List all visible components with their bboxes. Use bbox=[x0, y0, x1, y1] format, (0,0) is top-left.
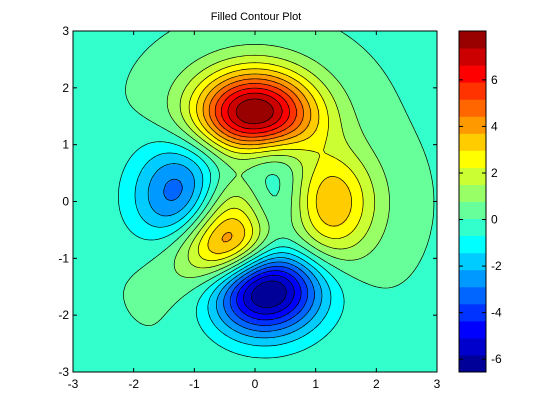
contour-line-set bbox=[118, 30, 435, 359]
y-tick-label: 1 bbox=[62, 138, 69, 152]
colorbar-band-4 bbox=[459, 286, 486, 305]
colorbar-tick-label: 4 bbox=[491, 119, 498, 133]
x-tick-label: -3 bbox=[68, 377, 79, 391]
x-tick-label: 1 bbox=[312, 377, 319, 391]
contour-band-5 bbox=[149, 162, 322, 339]
colorbar-band-18 bbox=[459, 48, 486, 66]
y-tick-label: -1 bbox=[58, 251, 69, 265]
colorbar-band-3 bbox=[459, 303, 486, 322]
contour-band-11 bbox=[181, 54, 376, 269]
colorbar-tick-label: -6 bbox=[491, 352, 502, 366]
y-tick-label: -2 bbox=[58, 308, 69, 322]
colorbar-tick-label: 0 bbox=[491, 213, 498, 227]
plot-area bbox=[72, 30, 438, 373]
contour-band-7 bbox=[119, 140, 346, 359]
contour-band-13 bbox=[197, 68, 352, 255]
colorbar-band-1 bbox=[459, 337, 486, 356]
contour-band-6 bbox=[135, 152, 332, 347]
y-tick-label: 0 bbox=[62, 195, 69, 209]
colorbar-band-6 bbox=[459, 252, 486, 271]
x-tick-label: 0 bbox=[252, 377, 259, 391]
colorbar-frame bbox=[458, 30, 487, 373]
colorbar-band-9 bbox=[459, 201, 486, 220]
colorbar-band-16 bbox=[459, 82, 486, 100]
contour-lines bbox=[118, 30, 435, 359]
colorbar-band-13 bbox=[459, 133, 486, 151]
chart-title: Filled Contour Plot bbox=[211, 11, 302, 23]
y-axis: -3 -2 -1 0 1 2 3 bbox=[58, 24, 437, 379]
colorbar-tick-label: -2 bbox=[491, 259, 502, 273]
colorbar-tick-label: -4 bbox=[491, 306, 502, 320]
colorbar-axis: 6 4 2 0 -2 -4 -6 bbox=[459, 73, 502, 366]
colorbar-tick-label: 2 bbox=[491, 166, 498, 180]
colorbar-band-8 bbox=[459, 218, 486, 237]
colorbar-band-17 bbox=[459, 65, 486, 83]
contour-band-12 bbox=[189, 62, 364, 261]
colorbar-band-14 bbox=[459, 116, 486, 134]
x-tick-label: -2 bbox=[128, 377, 139, 391]
colorbar-band-0 bbox=[459, 354, 486, 373]
colorbar-band-11 bbox=[459, 167, 486, 185]
contour-band-19 bbox=[237, 98, 274, 126]
x-tick-label: -1 bbox=[189, 377, 200, 391]
x-axis: -3 -2 -1 0 1 2 3 bbox=[68, 31, 441, 391]
x-tick-label: 2 bbox=[373, 377, 380, 391]
y-tick-label: -3 bbox=[58, 365, 69, 379]
colorbar-band-2 bbox=[459, 320, 486, 339]
contour-band-8 bbox=[73, 31, 438, 373]
colorbar: 6 4 2 0 -2 -4 -6 bbox=[458, 30, 502, 373]
contour-band-0 bbox=[251, 280, 288, 309]
colorbar-band-7 bbox=[459, 235, 486, 254]
contour-band-4 bbox=[163, 178, 316, 333]
colorbar-band-12 bbox=[459, 150, 486, 168]
y-tick-label: 2 bbox=[62, 81, 69, 95]
colorbar-band-15 bbox=[459, 99, 486, 117]
colorbar-band-19 bbox=[459, 31, 486, 49]
contour-band-9 bbox=[123, 31, 434, 327]
colorbar-band-5 bbox=[459, 269, 486, 288]
colorbar-band-10 bbox=[459, 184, 486, 202]
y-tick-label: 3 bbox=[62, 24, 69, 38]
colorbar-tick-label: 6 bbox=[491, 73, 498, 87]
x-tick-label: 3 bbox=[434, 377, 441, 391]
colorbar-gradient bbox=[459, 31, 486, 373]
contour-fills bbox=[73, 31, 438, 373]
